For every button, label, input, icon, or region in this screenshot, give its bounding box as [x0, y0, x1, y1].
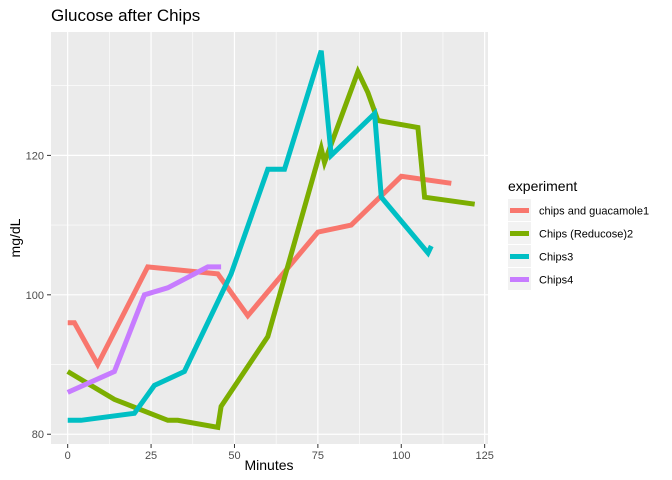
legend-label: Chips4: [539, 275, 573, 287]
y-tick-label: 120: [26, 150, 44, 162]
series-line-2: [66, 65, 476, 431]
x-tick-label: 25: [145, 450, 157, 462]
x-axis: 0 25 50 75 100 125: [65, 444, 494, 462]
series-line-1: [67, 173, 452, 370]
minor-gridlines: [51, 32, 488, 444]
x-tick-label: 100: [392, 450, 410, 462]
plot-panel: [51, 32, 488, 444]
x-axis-title: Minutes: [244, 457, 293, 473]
y-tick-label: 80: [32, 429, 44, 441]
x-tick-label: 0: [65, 450, 71, 462]
x-tick-label: 50: [228, 450, 240, 462]
x-tick-label: 75: [312, 450, 324, 462]
x-tick-label: 125: [475, 450, 493, 462]
legend-label: Chips3: [539, 252, 573, 264]
series-line-4: [66, 264, 222, 395]
series-line-3: [67, 50, 434, 423]
legend-label: Chips (Reducose)2: [539, 229, 633, 241]
series-lines: [66, 50, 476, 431]
legend: experiment chips and guacamole1 Chips (Re…: [508, 178, 649, 290]
legend-label: chips and guacamole1: [539, 206, 649, 218]
y-tick-label: 100: [26, 290, 44, 302]
y-axis: 80 100 120: [26, 150, 51, 441]
major-gridlines: [51, 32, 488, 444]
legend-title: experiment: [508, 178, 577, 194]
chart-title: Glucose after Chips: [51, 6, 200, 25]
y-axis-title: mg/dL: [7, 218, 23, 257]
